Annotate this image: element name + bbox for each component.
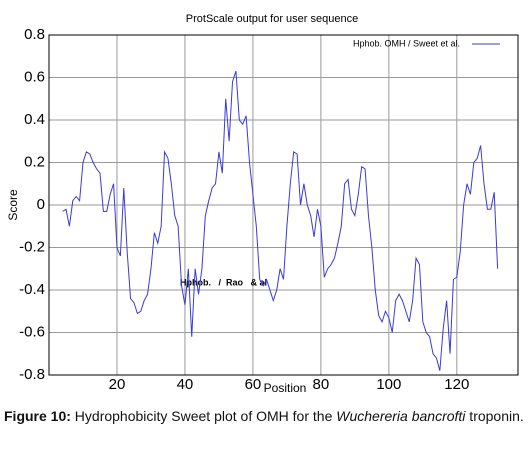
y-tick-label: -0.2	[19, 238, 45, 255]
x-tick-label: 20	[109, 376, 126, 393]
y-tick-label: 0.4	[24, 111, 45, 128]
annotation: Hphob. / Rao & al	[180, 277, 267, 287]
y-tick-label: -0.4	[19, 281, 45, 298]
y-tick-label: -0.8	[19, 366, 45, 383]
chart-title: ProtScale output for user sequence	[186, 13, 358, 25]
x-tick-label: 60	[245, 376, 262, 393]
y-tick-label: 0.8	[24, 26, 45, 43]
x-tick-label: 80	[313, 376, 330, 393]
x-tick-label: 100	[376, 376, 401, 393]
caption-species: Wuchereria bancrofti	[336, 408, 466, 424]
chart: ProtScale output for user sequence Posit…	[6, 13, 519, 395]
legend-label: Hphob. OMH / Sweet et al.	[353, 38, 460, 48]
y-tick-label: 0.6	[24, 68, 45, 85]
caption-end: troponin.	[465, 408, 524, 424]
caption-text: Hydrophobicity Sweet plot of OMH for the	[70, 408, 337, 424]
y-tick-label: -0.6	[19, 323, 45, 340]
y-tick-label: 0	[37, 196, 45, 213]
y-axis-label: Score	[6, 189, 20, 221]
data-line	[62, 70, 499, 371]
plot-frame	[48, 34, 519, 376]
x-tick-label: 120	[444, 376, 469, 393]
x-tick-label: 40	[177, 376, 194, 393]
caption-label: Figure 10:	[4, 408, 71, 424]
y-tick-label: 0.2	[24, 153, 45, 170]
figure-caption: Figure 10: Hydrophobicity Sweet plot of …	[4, 407, 528, 425]
x-axis-label: Position	[264, 381, 307, 395]
